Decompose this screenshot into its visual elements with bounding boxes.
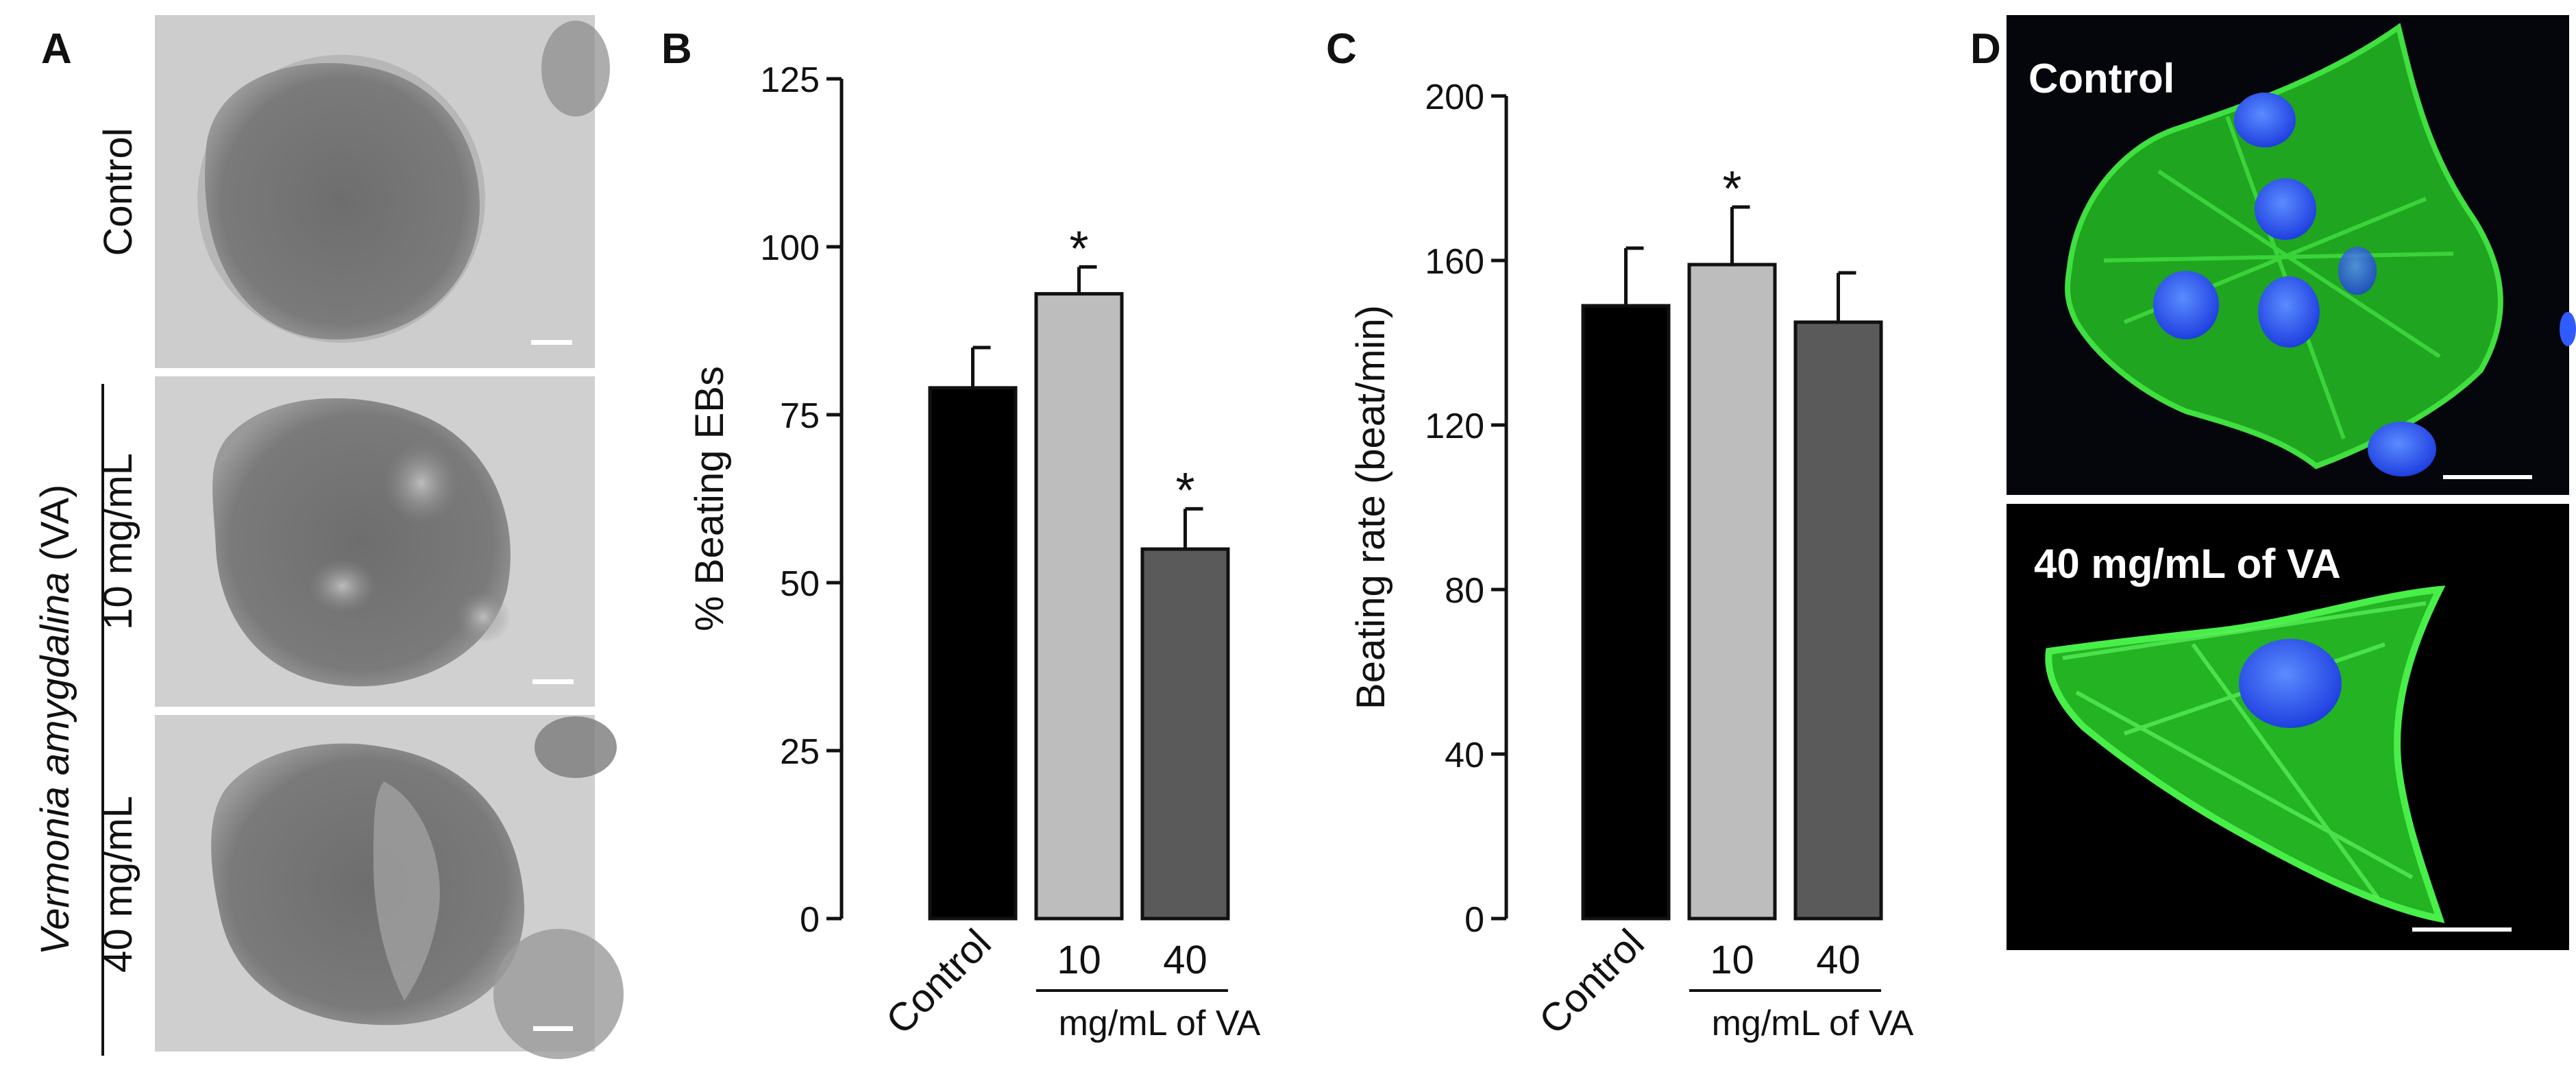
y-tick-label: 200	[1425, 77, 1484, 117]
bar-control	[928, 386, 1018, 921]
fluorescence-label-control: Control	[2028, 56, 2174, 101]
group-label: mg/mL of VA	[1712, 1004, 1914, 1043]
panel-d-letter: D	[1970, 25, 2001, 73]
scale-bar	[2412, 927, 2512, 932]
panel-b: B 0 25 50 75 100 125 % Beating EBs Control * 10 * 4…	[661, 25, 1261, 1043]
scale-bar	[533, 1026, 573, 1031]
significance-marker: *	[1175, 463, 1194, 518]
y-tick-label: 25	[780, 732, 820, 772]
y-tick-label: 75	[780, 396, 820, 436]
bar-10	[1034, 292, 1124, 921]
micrograph-control	[155, 15, 610, 368]
y-tick-label: 160	[1425, 242, 1484, 282]
bar-40	[1140, 547, 1230, 921]
group-label: mg/mL of VA	[1059, 1004, 1261, 1043]
category-label: Control	[1531, 921, 1653, 1043]
category-label: Control	[878, 921, 1000, 1043]
significance-marker: *	[1722, 162, 1741, 217]
y-tick-label: 120	[1425, 407, 1484, 446]
panel-a: A Control 10 mg/mL	[33, 15, 624, 1059]
y-tick-label: 0	[800, 900, 820, 940]
category-label: 40	[1163, 938, 1207, 982]
fluorescence-40mg: 40 mg/mL of VA	[2007, 504, 2569, 950]
chart-beating-rate: 0 40 80 120 160 200 Beating rate (beat/min) Con…	[1349, 77, 1914, 1043]
panel-b-letter: B	[661, 25, 692, 73]
y-axis-label: % Beating EBs	[687, 366, 732, 631]
treatment-group-label: Vermonia amygdalina (VA)	[33, 485, 77, 956]
panel-d: D Control 40 mg/mL of VA	[1970, 15, 2576, 950]
scale-bar	[2443, 475, 2532, 479]
bar-40	[1793, 320, 1883, 921]
y-tick-label: 80	[1445, 571, 1484, 611]
significance-marker: *	[1069, 221, 1088, 276]
micrograph-10mg	[155, 376, 595, 707]
micrograph-40mg	[155, 715, 624, 1059]
y-tick-label: 125	[760, 60, 820, 100]
scale-bar	[532, 679, 574, 684]
chart-beating-ebs: 0 25 50 75 100 125 % Beating EBs Control * 10 * 40 m…	[687, 60, 1261, 1043]
fluorescence-control: Control	[2007, 15, 2576, 495]
y-tick-label: 0	[1464, 900, 1484, 940]
y-tick-label: 50	[780, 564, 820, 604]
panel-a-letter: A	[41, 25, 72, 73]
bar-control	[1581, 304, 1671, 921]
category-label: 10	[1057, 938, 1101, 982]
scale-bar	[531, 340, 572, 345]
panel-c: C 0 40 80 120 160 200 Beating rate (beat/min) C…	[1326, 25, 1914, 1043]
bar-10	[1687, 263, 1777, 921]
y-tick-label: 100	[760, 228, 820, 268]
category-label: 40	[1816, 938, 1861, 982]
image-label-control: Control	[96, 128, 140, 256]
fluorescence-label-40mg: 40 mg/mL of VA	[2034, 541, 2341, 587]
panel-c-letter: C	[1326, 25, 1357, 73]
y-axis-label: Beating rate (beat/min)	[1349, 305, 1393, 709]
y-tick-label: 40	[1445, 736, 1484, 775]
category-label: 10	[1710, 938, 1754, 982]
